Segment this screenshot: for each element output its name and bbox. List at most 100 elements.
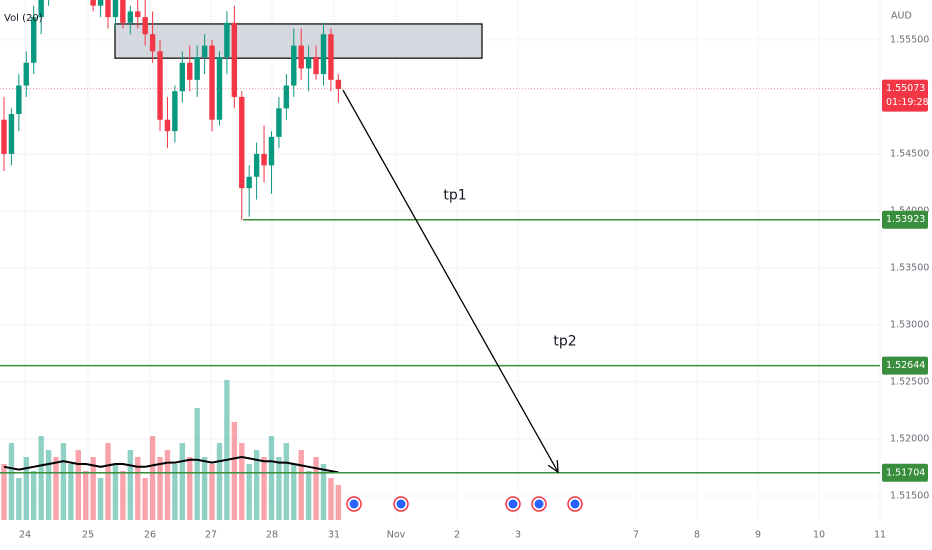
- countdown-label: 01:19:28: [886, 97, 929, 108]
- candle-body: [149, 34, 156, 52]
- candle-body: [157, 51, 163, 120]
- price-tag-label: 1.52644: [886, 360, 925, 371]
- volume-bar: [172, 464, 178, 520]
- volume-bar: [313, 457, 319, 520]
- x-tick-label: 3: [515, 530, 521, 541]
- price-tag: [882, 356, 928, 375]
- candle-body: [31, 17, 37, 63]
- volume-bar: [253, 450, 260, 520]
- candle-body: [127, 11, 134, 23]
- volume-bar: [149, 436, 156, 520]
- currency-label: AUD: [891, 11, 912, 22]
- volume-bar: [283, 443, 290, 520]
- x-tick-label: 11: [874, 530, 886, 541]
- candle-body: [261, 153, 267, 166]
- candle-body: [320, 34, 327, 75]
- volume-bar: [60, 443, 67, 520]
- x-tick-label: 27: [205, 530, 217, 541]
- projection-arrow: [342, 89, 559, 473]
- volume-bar: [53, 457, 59, 520]
- volume-bar: [38, 436, 44, 520]
- x-tick-label: 7: [633, 530, 639, 541]
- plot-area: tp1 tp2: [0, 0, 880, 520]
- volume-bar: [90, 457, 96, 520]
- candle-body: [268, 136, 275, 166]
- candle-body: [246, 176, 252, 189]
- volume-bar: [31, 471, 37, 520]
- candle-body: [8, 114, 15, 154]
- annotation: tp1: [443, 188, 466, 204]
- y-tick-label: 1.51500: [890, 491, 929, 502]
- indicator-label: Vol (20): [4, 13, 43, 24]
- x-tick-label: 2: [454, 530, 460, 541]
- volume-bar: [320, 464, 327, 520]
- volume-bar: [112, 464, 119, 520]
- arrow-head: [547, 460, 559, 474]
- candle-body: [231, 22, 238, 97]
- volume-bar: [16, 478, 22, 520]
- volume-bar: [209, 464, 215, 520]
- candle-body: [97, 0, 104, 6]
- candle-body: [135, 11, 141, 18]
- volume-bar: [268, 436, 275, 520]
- volume-bar: [328, 478, 334, 520]
- volume-bar: [68, 464, 74, 520]
- candle-body: [120, 0, 126, 23]
- axes: 1.555001.545001.540001.535001.530001.525…: [19, 34, 929, 540]
- price-tag-label: 1.51704: [886, 467, 925, 478]
- candle-body: [328, 34, 334, 80]
- candle-body: [313, 57, 319, 75]
- price-tag: [882, 463, 928, 482]
- x-tick-label: 9: [755, 530, 761, 541]
- price-tag: [882, 210, 928, 229]
- volume-bar: [83, 471, 89, 520]
- volume-bar: [224, 380, 230, 520]
- volume-bar: [291, 464, 297, 520]
- y-tick-label: 1.54500: [890, 148, 929, 159]
- grid: [0, 0, 881, 520]
- volume-bar: [135, 457, 141, 520]
- volume-bar: [105, 443, 111, 520]
- y-tick-label: 1.52000: [890, 434, 929, 445]
- candle-body: [298, 45, 304, 69]
- candle-body: [276, 108, 282, 137]
- candle-body: [164, 119, 171, 132]
- candle-body: [105, 0, 111, 18]
- price-tag-label: 1.53923: [886, 214, 925, 225]
- volume-bar: [194, 408, 200, 520]
- volume-bar: [216, 443, 223, 520]
- volume-bar: [127, 450, 134, 520]
- last-price-tag: [882, 79, 928, 112]
- volume-bar: [298, 450, 304, 520]
- candle-body: [305, 57, 312, 69]
- candle-body: [23, 62, 29, 86]
- volume-bar: [239, 443, 245, 520]
- candle-body: [335, 79, 342, 89]
- candle-body: [194, 57, 200, 80]
- volume-bar: [246, 464, 252, 520]
- candle-body: [209, 45, 215, 120]
- x-tick-label: 28: [266, 530, 278, 541]
- x-tick-label: Nov: [387, 530, 406, 541]
- volume-bar: [305, 471, 312, 520]
- volume-bar: [179, 443, 186, 520]
- volume-bar: [231, 422, 238, 520]
- volume-bar: [45, 450, 52, 520]
- annotation: tp2: [553, 334, 576, 350]
- volume-bar: [164, 450, 171, 520]
- volume-bar: [8, 443, 15, 520]
- y-tick-label: 1.55500: [890, 34, 929, 45]
- volume-bar: [142, 478, 148, 520]
- volume-bar: [75, 450, 81, 520]
- candle-body: [90, 0, 96, 6]
- volume-bar: [335, 485, 342, 520]
- candle-body: [112, 0, 119, 18]
- volume-bar: [120, 471, 126, 520]
- volume-bar: [276, 457, 282, 520]
- event-icons: [346, 496, 583, 512]
- volume-bar: [1, 464, 7, 520]
- volume-bar: [23, 457, 29, 520]
- x-tick-label: 8: [694, 530, 700, 541]
